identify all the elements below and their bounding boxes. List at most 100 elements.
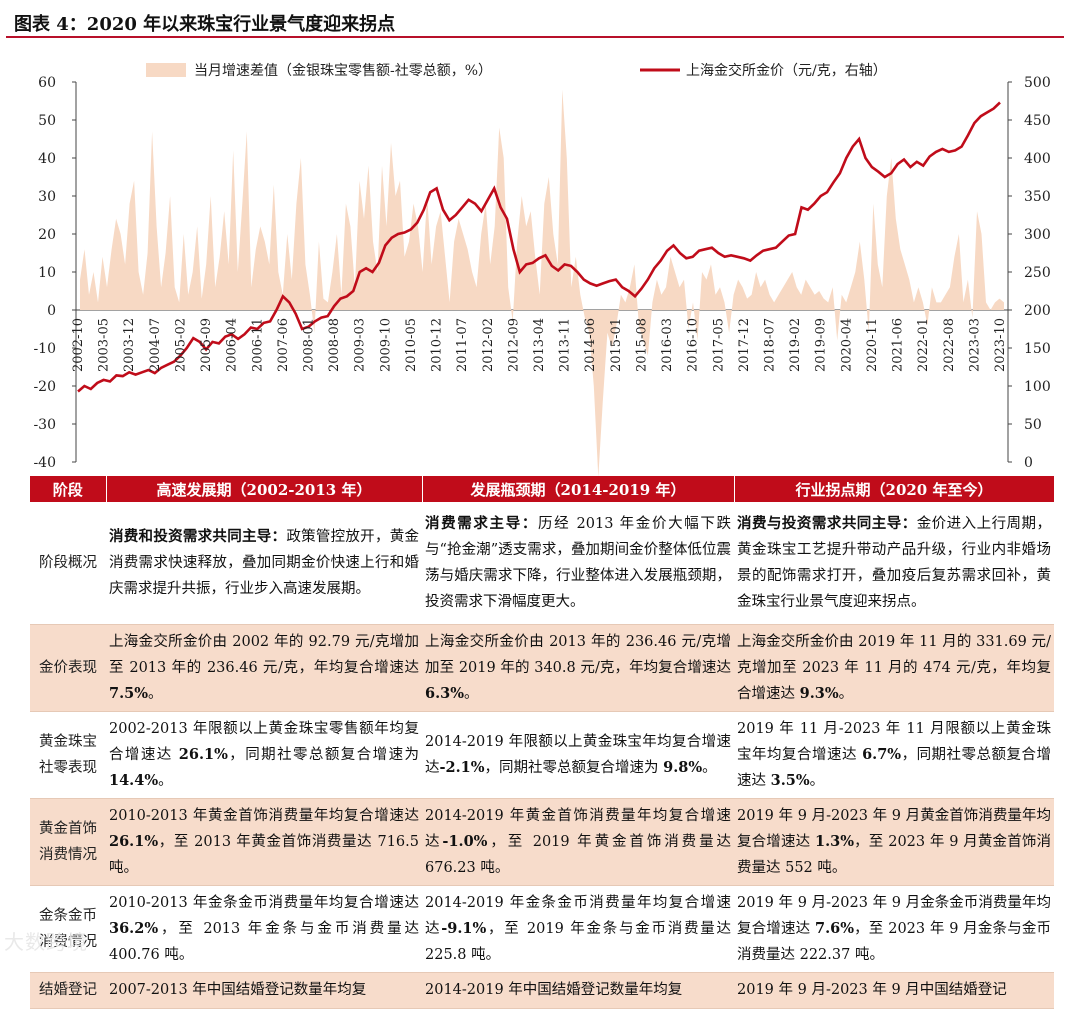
x-tick-label: 2004-07 bbox=[148, 318, 163, 372]
x-tick-label: 2009-10 bbox=[378, 318, 393, 372]
cell-text: 2019 年 9 月-2023 年 9 月金条金币消费量年均复合增速达 bbox=[737, 894, 1051, 937]
left-tick-label: 30 bbox=[38, 189, 56, 205]
cell-text: 。 bbox=[702, 759, 717, 776]
header-stage: 阶段 bbox=[30, 476, 107, 502]
row-header: 结婚登记 bbox=[30, 972, 106, 1009]
cell-emphasis: 消费和投资需求共同主导： bbox=[109, 527, 287, 545]
table-body: 阶段概况 消费和投资需求共同主导：政策管控放开，黄金消费需求快速释放，叠加同期金价… bbox=[30, 502, 1054, 1009]
cell-text: 2019 年 9 月-2023 年 9 月中国结婚登记 bbox=[737, 982, 1007, 998]
x-tick-label: 2016-10 bbox=[686, 318, 701, 372]
right-tick-label: 300 bbox=[1024, 227, 1051, 243]
cell-text: 2019 年 9 月-2023 年 9 月黄金首饰消费量年均复合增速达 bbox=[737, 807, 1051, 850]
cell-text: ，至 2023 年 9 月黄金首饰消费量达 552 吨。 bbox=[737, 833, 1052, 876]
cell-emphasis: 14.4% bbox=[109, 771, 159, 789]
right-tick-label: 450 bbox=[1024, 113, 1051, 129]
table-cell: 消费需求主导：历经 2013 年金价大幅下跌与“抢金潮”透支需求，叠加期间金价整… bbox=[422, 502, 734, 625]
left-tick-label: 50 bbox=[38, 113, 56, 129]
cell-text: 上海金交所金价由 2002 年的 92.79 元/克增加至 2013 年的 23… bbox=[109, 633, 419, 676]
left-tick-label: -10 bbox=[33, 341, 56, 357]
x-tick-label: 2023-10 bbox=[993, 318, 1008, 372]
cell-text: 上海金交所金价由 2013 年的 236.46 元/克增加至 2019 年的 3… bbox=[425, 633, 731, 676]
cell-text: ，至 2019 年黄金首饰消费量达 676.23 吨。 bbox=[425, 833, 731, 876]
x-tick-label: 2020-11 bbox=[865, 318, 880, 372]
x-tick-label: 2015-08 bbox=[634, 318, 649, 372]
cell-emphasis: -9.1% bbox=[441, 919, 487, 937]
cell-text: ，至 2013 年黄金首饰消费量达 716.5 吨。 bbox=[109, 833, 419, 876]
cell-emphasis: 1.3% bbox=[815, 832, 855, 850]
table-row: 金条金币消费情况 2010-2013 年金条金币消费量年均复合增速达 36.2%，… bbox=[30, 885, 1054, 973]
table-cell: 2014-2019 年黄金首饰消费量年均复合增速达-1.0%，至 2019 年黄… bbox=[422, 798, 734, 886]
table-cell: 2002-2013 年限额以上黄金珠宝零售额年均复合增速达 26.1%，同期社零… bbox=[106, 711, 422, 799]
x-tick-labels: 2002-10 2003-05 2003-12 2004-07 2005-02 2005-… bbox=[71, 318, 1008, 372]
x-tick-label: 2019-02 bbox=[788, 318, 803, 372]
cell-text: 2019 年 11 月-2023 年 11 月限额以上黄金珠宝年均复合增速达 bbox=[737, 720, 1051, 763]
left-tick-label: -20 bbox=[33, 379, 56, 395]
cell-text: 2002-2013 年限额以上黄金珠宝零售额年均复合增速达 bbox=[109, 720, 419, 763]
table-cell: 消费和投资需求共同主导：政策管控放开，黄金消费需求快速释放，叠加同期金价快速上行… bbox=[106, 502, 422, 625]
x-tick-label: 2018-07 bbox=[763, 318, 778, 372]
chart-legend: 当月增速差值（金银珠宝零售额-社零总额，%） 上海金交所金价（元/克，右轴） bbox=[146, 62, 887, 79]
table-cell: 上海金交所金价由 2013 年的 236.46 元/克增加至 2019 年的 3… bbox=[422, 624, 734, 712]
table-cell: 2010-2013 年金条金币消费量年均复合增速达 36.2%，至 2013 年… bbox=[106, 885, 422, 973]
table-cell: 2019 年 9 月-2023 年 9 月金条金币消费量年均复合增速达 7.6%… bbox=[734, 885, 1054, 973]
table-cell: 2019 年 9 月-2023 年 9 月黄金首饰消费量年均复合增速达 1.3%… bbox=[734, 798, 1054, 886]
right-tick-label: 500 bbox=[1024, 75, 1051, 91]
header-period-2: 发展瓶颈期（2014-2019 年） bbox=[422, 476, 735, 502]
cell-emphasis: 6.7% bbox=[862, 745, 902, 763]
cell-emphasis: -2.1% bbox=[439, 758, 485, 776]
right-tick-label: 0 bbox=[1024, 455, 1033, 471]
x-tick-label: 2019-09 bbox=[814, 318, 829, 372]
cell-emphasis: 7.6% bbox=[815, 919, 855, 937]
x-tick-label: 2010-05 bbox=[404, 318, 419, 372]
row-header: 阶段概况 bbox=[30, 502, 106, 625]
gold-price-line bbox=[77, 101, 1001, 393]
right-tick-label: 100 bbox=[1024, 379, 1051, 395]
cell-text: 历经 2013 年金价大幅下跌与“抢金潮”透支需求，叠加期间金价整体低位震荡与婚… bbox=[425, 515, 732, 610]
table-cell: 2014-2019 年中国结婚登记数量年均复 bbox=[422, 972, 734, 1009]
x-tick-label: 2005-02 bbox=[173, 318, 188, 372]
diff-area-series bbox=[80, 89, 1004, 476]
cell-text: 2014-2019 年限额以上黄金珠宝年均复合增速达 bbox=[425, 733, 731, 776]
x-tick-label: 2007-06 bbox=[276, 318, 291, 372]
cell-text: 政策管控放开，黄金消费需求快速释放，叠加同期金价快速上行和婚庆需求提升共振，行业… bbox=[109, 528, 420, 597]
header-period-1: 高速发展期（2002-2013 年） bbox=[106, 476, 423, 502]
x-tick-label: 2005-09 bbox=[199, 318, 214, 372]
table-row: 结婚登记 2007-2013 年中国结婚登记数量年均复 2014-2019 年中国结… bbox=[30, 972, 1054, 1009]
legend-swatch-diff bbox=[146, 63, 186, 77]
table-cell: 2007-2013 年中国结婚登记数量年均复 bbox=[106, 972, 422, 1009]
cell-emphasis: 36.2% bbox=[109, 919, 159, 937]
x-tick-label: 2003-05 bbox=[97, 318, 112, 372]
right-tick-label: 150 bbox=[1024, 341, 1051, 357]
x-tick-label: 2002-10 bbox=[71, 318, 86, 372]
x-tick-label: 2006-11 bbox=[250, 318, 265, 372]
table-cell: 上海金交所金价由 2002 年的 92.79 元/克增加至 2013 年的 23… bbox=[106, 624, 422, 712]
cell-text: 。 bbox=[809, 772, 825, 789]
x-tick-label: 2022-01 bbox=[916, 318, 931, 372]
table-cell: 2014-2019 年金条金币消费量年均复合增速达-9.1%，至 2019 年金… bbox=[422, 885, 734, 973]
x-tick-label: 2008-08 bbox=[327, 318, 342, 372]
x-tick-label: 2016-03 bbox=[660, 318, 675, 372]
cell-text: 。 bbox=[838, 685, 854, 702]
left-tick-label: 0 bbox=[47, 303, 56, 319]
left-tick-label: -30 bbox=[33, 417, 56, 433]
x-tick-label: 2022-08 bbox=[942, 318, 957, 372]
legend-label-diff: 当月增速差值（金银珠宝零售额-社零总额，%） bbox=[194, 63, 492, 79]
x-tick-label: 2020-04 bbox=[839, 318, 854, 372]
cell-emphasis: 9.8% bbox=[663, 758, 703, 776]
table-cell: 2010-2013 年黄金首饰消费量年均复合增速达 26.1%，至 2013 年… bbox=[106, 798, 422, 886]
combo-chart: 6050403020100-10-20-30-40500450400350300… bbox=[33, 62, 1051, 476]
cell-text: ，同期社零总额复合增速为 bbox=[227, 746, 420, 763]
cell-text: 金价进入上行周期，黄金珠宝工艺提升带动产品升级，行业内非婚场景的配饰需求打开，叠… bbox=[737, 515, 1052, 610]
table-row: 黄金珠宝社零表现 2002-2013 年限额以上黄金珠宝零售额年均复合增速达 26… bbox=[30, 711, 1054, 799]
cell-emphasis: 26.1% bbox=[109, 832, 159, 850]
x-tick-label: 2017-12 bbox=[737, 318, 752, 372]
x-tick-label: 2006-04 bbox=[225, 318, 240, 372]
cell-text: ，同期社零总额复合增速达 bbox=[737, 746, 1052, 789]
x-tick-label: 2017-05 bbox=[711, 318, 726, 372]
left-tick-label: 10 bbox=[38, 265, 56, 281]
cell-emphasis: -1.0% bbox=[442, 832, 488, 850]
table-cell: 2019 年 9 月-2023 年 9 月中国结婚登记 bbox=[734, 972, 1054, 1009]
table-header-row: 阶段 高速发展期（2002-2013 年） 发展瓶颈期（2014-2019 年）… bbox=[30, 476, 1055, 502]
x-tick-label: 2012-02 bbox=[481, 318, 496, 372]
x-tick-label: 2009-03 bbox=[353, 318, 368, 372]
